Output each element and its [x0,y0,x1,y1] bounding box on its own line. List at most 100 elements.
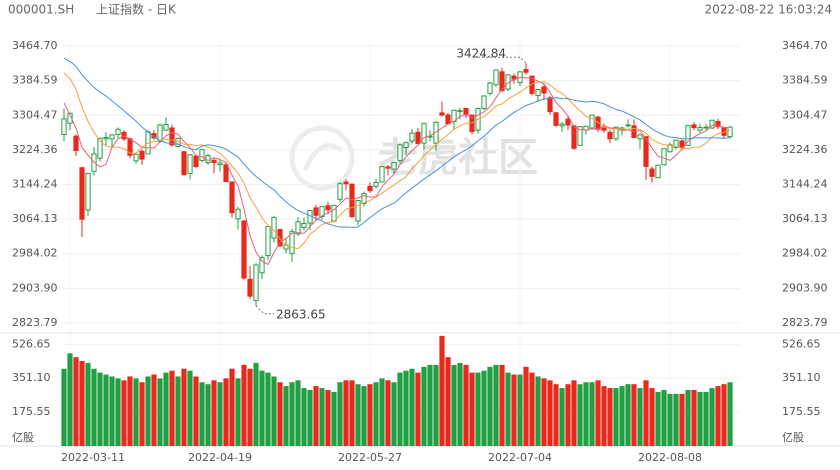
volume-bar [271,376,277,446]
y-tick-label: 3064.13 [12,212,58,225]
candle-body [349,183,355,218]
volume-bar [643,380,649,446]
candle-body [373,181,379,187]
volume-bar [403,370,409,446]
volume-bar [73,357,79,446]
candle-body [169,127,175,146]
candle-body [163,124,169,131]
volume-bar [649,388,655,446]
volume-bar [217,382,223,446]
volume-bar [541,378,547,446]
candle-body [709,119,715,129]
watermark-logo [289,125,355,191]
volume-bar [355,384,361,446]
candle-body [247,278,253,297]
candle-body [61,118,67,135]
volume-bar [685,389,691,446]
candle-body [691,124,697,129]
volume-bar [307,389,313,446]
candle-body [355,200,361,222]
volume-bar [121,380,127,446]
candle-body [139,150,145,160]
volume-bar [139,382,145,446]
candle-body [577,126,583,146]
volume-bar [259,370,265,446]
chart-title: 上证指数 - 日K [96,2,177,17]
candle-body [637,134,643,140]
volume-bar [145,376,151,446]
volume-bar [391,382,397,446]
volume-bar [379,378,385,446]
volume-bar [91,368,97,446]
candle-body [703,126,709,129]
y-tick-label: 3304.47 [12,108,58,121]
candle-body [241,220,247,279]
volume-bar [499,364,505,446]
volume-bar [439,335,445,446]
y-tick-label: 3464.70 [782,39,828,52]
volume-bar [169,370,175,446]
candle-body [289,231,295,254]
volume-bar [463,364,469,446]
candle-body [499,71,505,92]
candle-body [319,206,325,218]
leader-line [478,56,527,64]
candle-body [565,118,571,126]
volume-bar [313,386,319,446]
candle-body [85,172,91,211]
y-tick-label: 3384.59 [782,74,828,87]
candle-body [589,114,595,129]
volume-bar [157,378,163,446]
volume-bar [367,384,373,446]
volume-bar [133,378,139,446]
candle-body [679,140,685,148]
y-tick-label: 175.55 [12,405,51,418]
candle-body [181,151,187,176]
volume-bar [427,364,433,446]
candle-body [547,97,553,113]
candle-body [673,139,679,148]
volume-bar [175,376,181,446]
volume-bar [361,386,367,446]
volume-bar [415,372,421,446]
volume-bar [151,374,157,446]
y-tick-label: 526.65 [782,337,821,350]
candle-body [337,183,343,200]
candle-body [559,123,565,127]
candle-body [133,153,139,162]
volume-bar [631,384,637,446]
volume-bar [697,391,703,446]
candle-body [295,221,301,235]
candle-body [325,205,331,211]
volume-bar [529,372,535,446]
volume-bar [481,370,487,446]
candle-body [109,134,115,140]
candle-body [493,69,499,86]
y-tick-label: 3224.36 [782,143,828,156]
candle-body [211,159,217,164]
y-tick-label: 3144.24 [782,178,828,191]
candle-body [715,121,721,128]
candle-body [79,167,85,220]
candle-body [649,168,655,177]
candle-body [253,264,259,301]
candle-body [157,124,163,142]
volume-bar [505,372,511,446]
y-tick-label: 3304.47 [782,108,828,121]
volume-bar [301,388,307,446]
candle-body [535,89,541,97]
candle-body [463,108,469,115]
volume-bar [655,391,661,446]
candle-body [553,112,559,126]
candle-body [421,123,427,144]
volume-bar [547,380,553,446]
y-tick-label: 2984.02 [12,247,58,260]
candle-body [229,181,235,214]
volume-bar [115,378,121,446]
volume-bar [613,388,619,446]
candle-body [685,124,691,146]
x-tick-label: 2022-03-11 [61,451,125,464]
volume-bar [253,362,259,446]
y-tick-label: 2984.02 [782,247,828,260]
y-tick-label: 351.10 [782,371,821,384]
